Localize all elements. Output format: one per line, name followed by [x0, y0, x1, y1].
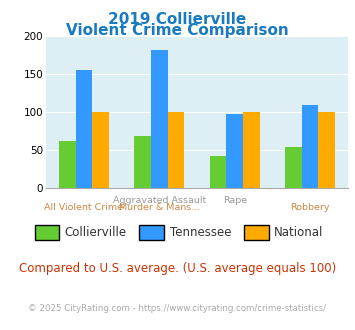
Text: Robbery: Robbery	[290, 203, 330, 212]
Bar	[302, 105, 318, 188]
Text: Collierville: Collierville	[65, 226, 127, 239]
Bar	[243, 112, 260, 188]
Text: Rape: Rape	[223, 196, 247, 205]
Text: Aggravated Assault: Aggravated Assault	[113, 196, 206, 205]
Text: National: National	[274, 226, 324, 239]
Text: Violent Crime Comparison: Violent Crime Comparison	[66, 23, 289, 38]
Text: © 2025 CityRating.com - https://www.cityrating.com/crime-statistics/: © 2025 CityRating.com - https://www.city…	[28, 304, 327, 313]
Bar	[318, 112, 335, 188]
Bar	[226, 114, 243, 188]
Text: Murder & Mans...: Murder & Mans...	[119, 203, 200, 212]
Text: Tennessee: Tennessee	[170, 226, 231, 239]
Bar	[92, 112, 109, 188]
Bar	[135, 137, 151, 188]
Bar	[151, 50, 168, 188]
Bar	[285, 147, 302, 188]
Text: All Violent Crime: All Violent Crime	[44, 203, 124, 212]
Bar	[59, 141, 76, 188]
Text: Compared to U.S. average. (U.S. average equals 100): Compared to U.S. average. (U.S. average …	[19, 262, 336, 276]
Bar	[168, 112, 184, 188]
Bar	[210, 156, 226, 188]
Text: 2019 Collierville: 2019 Collierville	[108, 12, 247, 26]
Bar	[76, 70, 92, 188]
